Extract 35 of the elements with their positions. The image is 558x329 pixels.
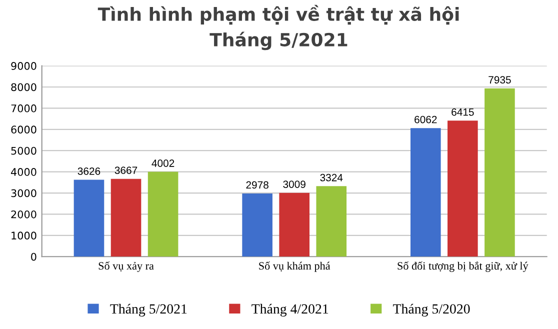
data-label: 6415 xyxy=(452,108,474,116)
data-label: 2978 xyxy=(246,181,268,189)
y-tick-label: 0 xyxy=(31,252,36,261)
y-tick-label: 3000 xyxy=(11,189,36,198)
bar xyxy=(279,192,310,257)
y-tick-label: 7000 xyxy=(11,104,36,112)
bar xyxy=(316,186,347,257)
y-tick-label: 6000 xyxy=(11,126,36,134)
bar xyxy=(148,172,178,257)
bar xyxy=(74,180,104,257)
data-label: 3324 xyxy=(320,174,343,182)
data-label: 4002 xyxy=(152,160,174,167)
y-tick-label: 1000 xyxy=(12,232,36,240)
y-tick-label: 2000 xyxy=(11,210,36,218)
x-tick-label: Số đối tượng bị bắt giữ, xử lý xyxy=(398,261,528,272)
bar xyxy=(448,120,478,257)
y-tick-label: 9000 xyxy=(11,62,36,70)
legend-label: Tháng 5/2020 xyxy=(393,304,470,316)
legend-label: Tháng 5/2021 xyxy=(110,304,187,316)
chart-title: Tình hình phạm tội về trật tự xã hội Tháng 5/2021 xyxy=(98,4,459,50)
x-tick-label: Số vụ xảy ra xyxy=(98,261,154,272)
legend-label: Tháng 4/2021 xyxy=(252,304,328,316)
data-label: 7935 xyxy=(488,76,511,84)
y-tick-label: 5000 xyxy=(11,146,36,155)
data-label: 3009 xyxy=(283,180,306,188)
bar xyxy=(242,193,272,257)
bar xyxy=(484,88,515,257)
x-tick-label: Số vụ khám phá xyxy=(259,261,330,272)
y-tick-label: 4000 xyxy=(10,168,36,176)
y-tick-label: 8000 xyxy=(11,83,36,92)
data-label: 6062 xyxy=(414,116,437,124)
bar xyxy=(410,128,441,257)
data-label: 3626 xyxy=(78,168,100,175)
bar xyxy=(110,178,142,257)
data-label: 3667 xyxy=(114,166,138,174)
